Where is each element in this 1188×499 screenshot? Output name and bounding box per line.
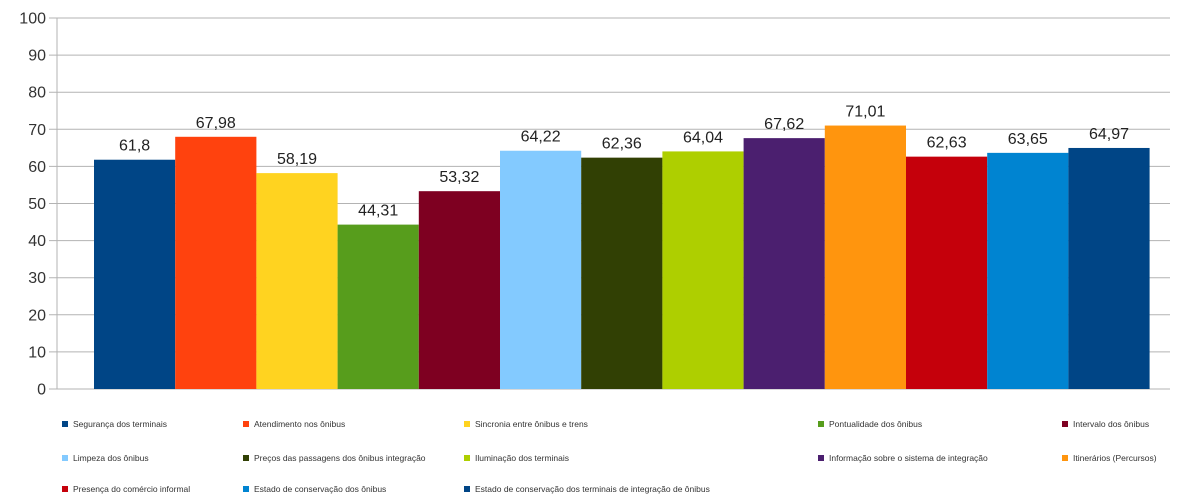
legend-swatch	[62, 455, 68, 461]
legend-label: Atendimento nos ônibus	[254, 419, 345, 429]
legend-swatch	[243, 486, 249, 492]
legend-label: Limpeza dos ônibus	[73, 453, 149, 463]
legend-swatch	[1062, 455, 1068, 461]
data-label: 71,01	[845, 104, 885, 121]
bar	[906, 156, 988, 389]
legend-swatch	[243, 421, 249, 427]
legend-swatch	[62, 486, 68, 492]
data-label: 64,97	[1089, 126, 1129, 143]
legend-swatch	[818, 455, 824, 461]
legend-label: Segurança dos terminais	[73, 419, 167, 429]
data-label: 53,32	[439, 169, 479, 186]
bar	[500, 150, 582, 389]
y-tick-label: 100	[19, 11, 46, 28]
data-label: 61,8	[119, 138, 150, 155]
y-axis-tick-labels: 0 10 20 30 40 50 60 70 80 90 100	[19, 11, 46, 399]
y-tick-label: 20	[28, 307, 46, 324]
y-tick-label: 50	[28, 196, 46, 213]
bar	[175, 136, 257, 389]
data-label: 67,62	[764, 116, 804, 133]
y-tick-label: 0	[37, 382, 46, 399]
data-label: 67,98	[196, 115, 236, 132]
bar	[1068, 147, 1150, 389]
data-label: 44,31	[358, 203, 398, 220]
bar	[824, 125, 906, 389]
legend-swatch	[464, 486, 470, 492]
legend-label: Informação sobre o sistema de integração	[829, 453, 988, 463]
bar	[987, 152, 1069, 389]
bar	[94, 159, 176, 389]
legend-label: Presença do comércio informal	[73, 484, 190, 494]
legend: Segurança dos terminais Atendimento nos ô…	[62, 419, 1157, 494]
legend-swatch	[818, 421, 824, 427]
legend-swatch	[62, 421, 68, 427]
data-label: 63,65	[1008, 131, 1048, 148]
data-label: 62,63	[927, 135, 967, 152]
legend-label: Estado de conservação dos ônibus	[254, 484, 386, 494]
legend-swatch	[464, 455, 470, 461]
bar	[337, 224, 419, 389]
y-tick-label: 40	[28, 233, 46, 250]
legend-label: Itinerários (Percursos)	[1073, 453, 1157, 463]
legend-swatch	[464, 421, 470, 427]
legend-swatch	[243, 455, 249, 461]
data-label: 62,36	[602, 136, 642, 153]
legend-label: Pontualidade dos ônibus	[829, 419, 922, 429]
bar	[743, 138, 825, 389]
data-label: 58,19	[277, 151, 317, 168]
legend-swatch	[1062, 421, 1068, 427]
y-tick-label: 70	[28, 122, 46, 139]
y-tick-label: 80	[28, 85, 46, 102]
legend-label: Preços das passagens dos ônibus integraç…	[254, 453, 426, 463]
y-tick-label: 60	[28, 159, 46, 176]
bars	[94, 125, 1150, 389]
data-label: 64,22	[521, 129, 561, 146]
legend-label: Sincronia entre ônibus e trens	[475, 419, 588, 429]
bar	[418, 191, 500, 389]
legend-label: Iluminação dos terminais	[475, 453, 569, 463]
data-labels: 61,8 67,98 58,19 44,31 53,32 64,22 62,36 64,04 6…	[119, 104, 1129, 220]
bar	[256, 173, 338, 389]
legend-label: Intervalo dos ônibus	[1073, 419, 1149, 429]
y-tick-label: 90	[28, 48, 46, 65]
bar	[662, 151, 744, 389]
legend-label: Estado de conservação dos terminais de i…	[475, 484, 710, 494]
data-label: 64,04	[683, 129, 723, 146]
bar	[581, 157, 663, 389]
y-tick-label: 30	[28, 270, 46, 287]
y-tick-label: 10	[28, 344, 46, 361]
